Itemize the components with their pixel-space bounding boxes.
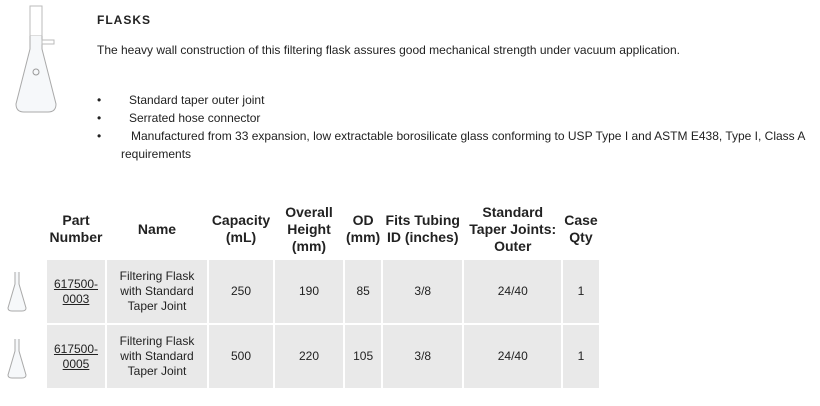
part-number-link[interactable]: 617500-0005	[53, 341, 99, 371]
product-row: 617500-0005 Filtering Flask with Standard…	[45, 323, 601, 390]
table-cell: 24/40	[462, 323, 564, 390]
part-number-link[interactable]: 617500-0003	[53, 276, 99, 306]
flask-arm	[41, 39, 55, 45]
table-cell: Filtering Flask with Standard Taper Join…	[105, 323, 209, 390]
column-header: Overall Height (mm)	[285, 203, 333, 254]
header-row: Part Number Name Capacity (mL) Overall Heig…	[46, 200, 600, 259]
table-cell: 190	[273, 258, 345, 325]
table-cell: 3/8	[381, 258, 465, 325]
table-cell: 1	[561, 258, 601, 325]
table-cell: 1	[561, 323, 601, 390]
column-header: Standard Taper Joints: Outer	[469, 203, 557, 254]
flask-logo	[32, 68, 40, 76]
table-cell: 617500-0003	[45, 258, 107, 325]
table-cell: 500	[207, 323, 275, 390]
table-cell: Filtering Flask with Standard Taper Join…	[105, 258, 209, 325]
column-header: OD (mm)	[346, 212, 381, 245]
table-cell: 105	[342, 323, 384, 390]
row-flask-icon	[7, 272, 27, 312]
table-cell: 250	[207, 258, 275, 325]
product-row: 617500-0003 Filtering Flask with Standard…	[45, 258, 601, 325]
row-flask-icon	[7, 339, 27, 379]
flask-neck	[29, 5, 43, 37]
table-cell: 24/40	[462, 258, 564, 325]
table-cell: 617500-0005	[45, 323, 107, 390]
description: The heavy wall construction of this filt…	[97, 43, 680, 57]
column-header: Name	[137, 220, 177, 237]
feature-item: Serrated hose connector	[97, 109, 817, 127]
column-header: Capacity (mL)	[211, 212, 271, 245]
flask-body	[15, 36, 57, 113]
flask-image	[15, 5, 57, 113]
feature-list: Standard taper outer jointSerrated hose …	[97, 91, 817, 163]
table-cell: 3/8	[381, 323, 465, 390]
column-header: Case Qty	[564, 212, 598, 245]
table-cell: 220	[273, 323, 345, 390]
feature-item: Standard taper outer joint	[97, 91, 817, 109]
title: FLASKS	[97, 13, 151, 27]
feature-item: Manufactured from 33 expansion, low extr…	[97, 127, 817, 163]
table-cell: 85	[342, 258, 384, 325]
column-header: Part Number	[49, 212, 103, 245]
product-table: Part Number Name Capacity (mL) Overall Heig…	[45, 200, 601, 390]
column-header: Fits Tubing ID (inches)	[385, 212, 460, 245]
